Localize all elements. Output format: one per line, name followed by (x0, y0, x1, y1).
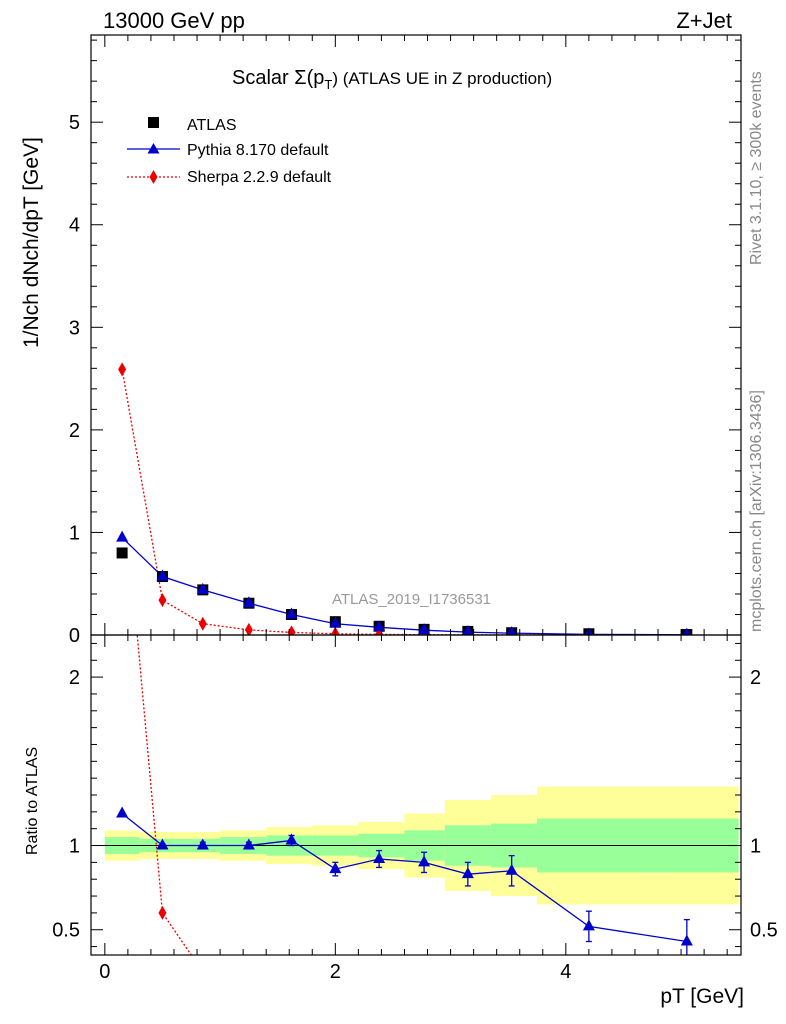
pythia-ratio-point (373, 852, 386, 863)
sherpa-point (158, 593, 167, 608)
legend-pythia-marker (147, 143, 160, 154)
legend-atlas-marker (148, 117, 159, 128)
atlas-point (116, 547, 128, 559)
pythia-ratio-point (418, 855, 431, 867)
sherpa-line (121, 369, 687, 635)
main-y-axis-label: 1/Nch dNch/dpT [GeV] (20, 137, 43, 348)
pythia-ratio-point (461, 867, 474, 879)
pythia-point (682, 627, 691, 635)
rivet-label: Rivet 3.1.10, ≥ 300k events (748, 71, 765, 265)
main-y-tick-label: 0 (69, 625, 80, 647)
sherpa-ratio-point (158, 905, 167, 920)
pythia-point (156, 569, 169, 581)
sherpa-ratio-line (136, 635, 193, 955)
process-label: Z+Jet (676, 8, 732, 33)
pythia-point (285, 607, 298, 619)
ratio-y-tick-label-right: 2 (750, 667, 761, 689)
pythia-point (196, 582, 209, 594)
sherpa-ratio-point (118, 461, 126, 475)
pythia-point (242, 596, 255, 608)
ratio-y-tick-label-right: 0.5 (750, 920, 778, 942)
pythia-point (462, 625, 474, 635)
ratio-y-tick-label-right: 1 (750, 836, 761, 858)
main-y-tick-label: 4 (69, 215, 80, 237)
sherpa-ratio-point (199, 965, 207, 979)
main-y-tick-label: 2 (69, 420, 80, 442)
legend-atlas-label: ATLAS (187, 117, 237, 134)
pythia-ratio-point (582, 919, 595, 931)
title-prefix: Scalar (232, 67, 294, 89)
pythia-line (121, 537, 687, 635)
ratio-panel (91, 461, 741, 979)
pythia-ratio-line (121, 813, 687, 943)
legend-sherpa-label: Sherpa 2.2.9 default (187, 169, 332, 186)
x-tick-label: 0 (99, 961, 110, 983)
sherpa-point (118, 362, 127, 377)
main-y-tick-label: 3 (69, 317, 80, 339)
ratio-y-tick-label: 0.5 (52, 920, 80, 942)
x-tick-label: 2 (330, 961, 341, 983)
pythia-point (506, 626, 517, 635)
title-suffix: ) (ATLAS UE in Z production) (332, 69, 552, 88)
legend-sherpa-marker (149, 170, 158, 184)
pythia-ratio-point (285, 833, 298, 845)
ratio-y-tick-label: 2 (69, 667, 80, 689)
pythia-ratio-point (242, 838, 255, 850)
main-title: Scalar Σ(pT) (ATLAS UE in Z production) (232, 67, 552, 92)
main-y-tick-label: 5 (69, 112, 80, 134)
legend: ATLAS Pythia 8.170 default Sherpa 2.2.9 … (127, 117, 332, 186)
pythia-ratio-point (329, 862, 342, 874)
pythia-ratio-point (196, 838, 209, 850)
sherpa-point (198, 616, 207, 631)
sherpa-point (244, 622, 253, 635)
pythia-ratio-point (156, 838, 169, 850)
x-tick-label: 4 (560, 961, 571, 983)
x-axis-label: pT [GeV] (660, 985, 744, 1008)
mcplots-label: mcplots.cern.ch [arXiv:1306.3436] (748, 390, 765, 632)
title-sigma: Σ(p (294, 67, 324, 89)
legend-pythia-label: Pythia 8.170 default (187, 142, 329, 159)
energy-label: 13000 GeV pp (103, 8, 245, 33)
pythia-point (116, 530, 129, 542)
title-sub: T (324, 77, 332, 92)
pythia-point (373, 620, 386, 632)
pythia-ratio-point (680, 934, 693, 946)
main-y-tick-label: 1 (69, 522, 80, 544)
pythia-ratio-point (116, 806, 129, 818)
analysis-label: ATLAS_2019_I1736531 (332, 591, 491, 608)
ratio-y-tick-label: 1 (69, 836, 80, 858)
pythia-ratio-point (505, 863, 518, 875)
pythia-point (329, 616, 342, 628)
ratio-y-axis-label: Ratio to ATLAS (24, 747, 41, 855)
